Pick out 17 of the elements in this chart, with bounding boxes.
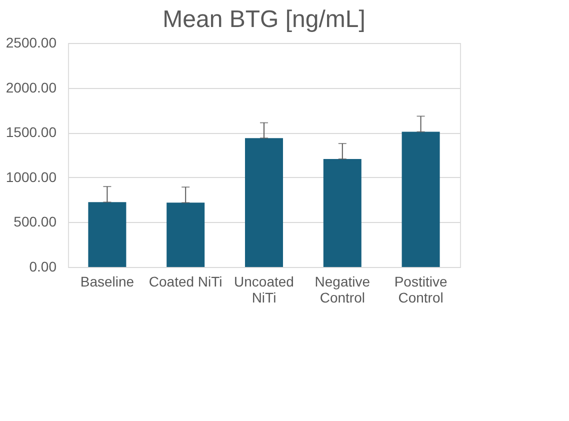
bar [402,132,440,267]
chart-title: Mean BTG [ng/mL] [162,6,366,33]
y-tick-label: 2500.00 [6,34,57,50]
y-tick-label: 0.00 [29,258,57,274]
bar [245,138,283,267]
x-tick-label: Coated NiTi [148,274,222,290]
x-tick-label: Baseline [80,274,134,290]
y-tick-label: 500.00 [14,214,57,230]
y-tick-label: 1500.00 [6,124,57,140]
bar [166,202,205,267]
x-tick-label: Uncoated NiTi [234,274,294,306]
x-tick-label: Negative Control [314,274,370,306]
bar [88,202,126,267]
x-tick-label: Postitive Control [394,274,448,306]
y-tick-label: 2000.00 [6,79,57,96]
y-tick-label: 1000.00 [6,168,57,185]
bar [323,158,362,267]
